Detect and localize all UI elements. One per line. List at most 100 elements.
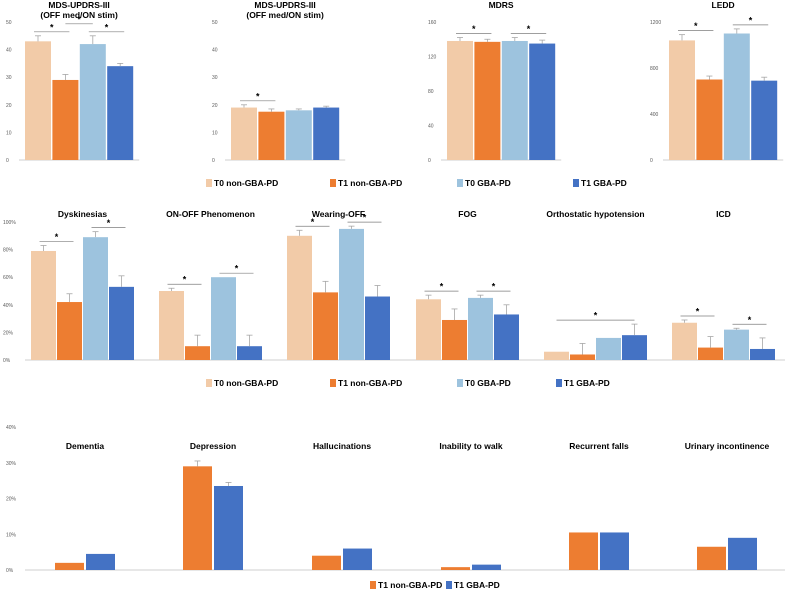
row2-bar	[57, 302, 82, 360]
row2-significance-star: *	[748, 315, 752, 325]
row2-bar	[287, 235, 312, 360]
panel3-significance-star: *	[472, 24, 476, 34]
panel4-bar	[751, 80, 778, 160]
legend-row3-label: T1 non-GBA-PD	[378, 580, 442, 590]
row3-bar	[312, 555, 341, 570]
panel2-bar	[285, 110, 312, 160]
row2-bar	[83, 237, 108, 360]
row2-significance-star: *	[55, 232, 59, 242]
row2-ytick: 60%	[3, 275, 14, 281]
legend-row2-swatch	[556, 379, 562, 387]
panel1-significance-star: *	[105, 22, 109, 32]
legend-row1-swatch	[206, 179, 212, 187]
row2-significance-star: *	[311, 217, 315, 227]
panel3-title: MDRS	[489, 0, 514, 10]
row3-bar	[728, 537, 757, 570]
legend-row2-swatch	[330, 379, 336, 387]
row2-significance-star: *	[594, 311, 598, 321]
panel4-ytick: 400	[650, 112, 659, 118]
row2-significance-star: *	[492, 282, 496, 292]
row2-bar	[544, 351, 569, 360]
panel4-title: LEDD	[712, 0, 735, 10]
row2-bar	[211, 277, 236, 360]
legend-row2-label: T1 non-GBA-PD	[338, 378, 402, 388]
row2-bar	[31, 250, 56, 360]
row3-bar	[569, 532, 598, 570]
row3-bar	[214, 485, 243, 570]
legend-row3-swatch	[370, 581, 376, 589]
row2-bar	[724, 329, 749, 360]
legend-row2-label: T1 GBA-PD	[564, 378, 610, 388]
panel1-bar	[25, 41, 51, 160]
panel1-significance-star: *	[77, 14, 81, 24]
panel1-title: (OFF med/ON stim)	[40, 10, 118, 20]
legend-row1-label: T1 non-GBA-PD	[338, 178, 402, 188]
row2-group-title: ON-OFF Phenomenon	[166, 209, 255, 219]
row3-group-title: Depression	[190, 441, 236, 451]
row2-significance-star: *	[107, 218, 111, 228]
row3-bar	[183, 466, 212, 570]
panel3-ytick: 0	[428, 158, 431, 164]
row2-bar	[672, 322, 697, 360]
legend-row1-swatch	[573, 179, 579, 187]
panel1-ytick: 50	[6, 20, 12, 26]
legend-row2-label: T0 GBA-PD	[465, 378, 511, 388]
row2-bar	[159, 291, 184, 360]
panel1-bar	[79, 44, 106, 160]
panel2-title: (OFF med/ON stim)	[246, 10, 324, 20]
panel1-significance-star: *	[50, 22, 54, 32]
row2-group-title: Dyskinesias	[58, 209, 107, 219]
panel4-ytick: 800	[650, 66, 659, 72]
panel4-bar	[696, 79, 723, 160]
panel3-ytick: 160	[428, 20, 437, 26]
row2-bar	[109, 286, 134, 360]
panel2-ytick: 20	[212, 103, 218, 109]
panel4-significance-star: *	[749, 15, 753, 25]
panel2-significance-star: *	[256, 91, 260, 101]
row2-bar	[365, 296, 390, 360]
panel2-bar	[313, 107, 340, 160]
row2-group-title: ICD	[716, 209, 731, 219]
row3-bar	[343, 548, 372, 570]
row3-bar	[697, 546, 726, 570]
panel2-ytick: 0	[212, 158, 215, 164]
row2-significance-star: *	[183, 275, 187, 285]
legend-row1-label: T0 GBA-PD	[465, 178, 511, 188]
row2-significance-star: *	[696, 306, 700, 316]
row2-bar	[698, 347, 723, 360]
panel1-bar	[52, 79, 79, 160]
panel2-ytick: 30	[212, 75, 218, 81]
panel3-bar	[501, 40, 528, 160]
legend-row1-label: T1 GBA-PD	[581, 178, 627, 188]
row2-significance-star: *	[440, 282, 444, 292]
row3-group-title: Dementia	[66, 441, 105, 451]
legend-row3-swatch	[446, 581, 452, 589]
row2-bar	[185, 346, 210, 360]
row2-bar	[237, 346, 262, 360]
row3-ytick: 40%	[6, 425, 17, 431]
panel3-ytick: 40	[428, 124, 434, 130]
panel4-ytick: 1200	[650, 20, 661, 26]
row2-bar	[416, 299, 441, 360]
legend-row2-swatch	[206, 379, 212, 387]
panel2-bar	[258, 111, 285, 160]
panel3-ytick: 80	[428, 89, 434, 95]
panel3-bar	[529, 43, 556, 160]
row3-ytick: 20%	[6, 497, 17, 503]
panel3-bar	[447, 40, 473, 160]
legend-row2-label: T0 non-GBA-PD	[214, 378, 278, 388]
panel4-bar	[723, 33, 750, 160]
panel3-significance-star: *	[527, 24, 531, 34]
legend-row3-label: T1 GBA-PD	[454, 580, 500, 590]
row3-group-title: Urinary incontinence	[685, 441, 770, 451]
panel1-ytick: 30	[6, 75, 12, 81]
panel3-ytick: 120	[428, 55, 437, 61]
panel2-ytick: 10	[212, 130, 218, 136]
panel2-ytick: 50	[212, 20, 218, 26]
panel1-bar	[107, 66, 134, 160]
row3-ytick: 0%	[6, 568, 14, 574]
legend-row1-label: T0 non-GBA-PD	[214, 178, 278, 188]
row3-ytick: 30%	[6, 461, 17, 467]
row2-bar	[494, 314, 519, 360]
row3-ytick: 10%	[6, 532, 17, 538]
